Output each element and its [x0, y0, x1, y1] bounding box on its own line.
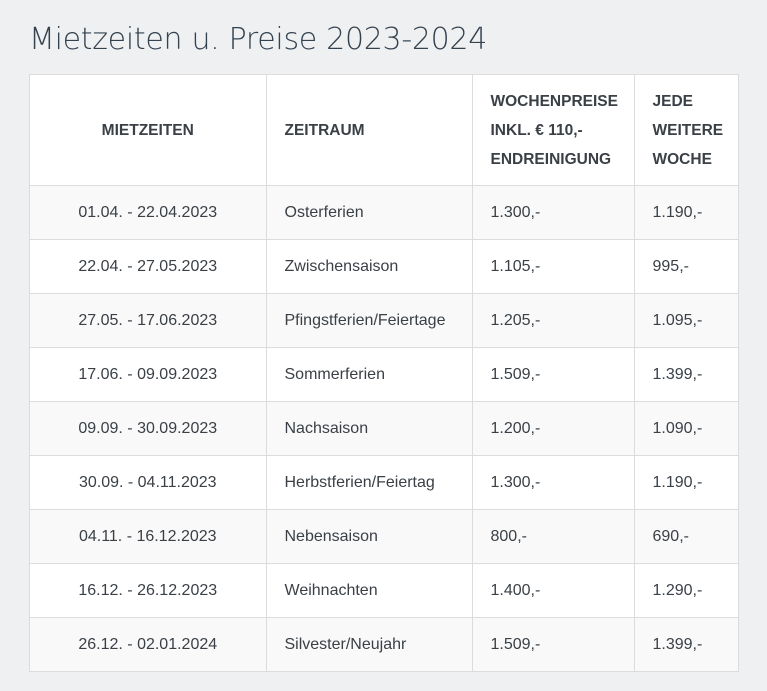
table-row: 26.12. - 02.01.2024 Silvester/Neujahr 1.50… [30, 617, 738, 671]
header-wochenpreise-line: INKL. € 110,- [490, 121, 583, 139]
cell-weitere-woche: 690,- [634, 509, 738, 564]
table-row: 27.05. - 17.06.2023 Pfingstferien/Feierta… [30, 293, 738, 348]
cell-mietzeiten: 30.09. - 04.11.2023 [30, 455, 267, 510]
table-row: 30.09. - 04.11.2023 Herbstferien/Feiertag… [30, 455, 738, 510]
price-table-container: MIETZEITEN ZEITRAUM WOCHENPREISE INKL. €… [29, 74, 739, 672]
header-row: MIETZEITEN ZEITRAUM WOCHENPREISE INKL. €… [30, 75, 738, 186]
cell-wochenpreis: 1.205,- [472, 293, 635, 348]
cell-weitere-woche: 1.399,- [634, 617, 738, 671]
cell-wochenpreis: 1.400,- [472, 563, 635, 618]
header-weitere-line: JEDE [652, 92, 694, 110]
cell-zeitraum: Osterferien [266, 185, 473, 240]
cell-mietzeiten: 27.05. - 17.06.2023 [30, 293, 267, 348]
cell-mietzeiten: 01.04. - 22.04.2023 [30, 185, 267, 240]
header-jede-weitere-woche: JEDE WEITERE WOCHE [634, 75, 738, 186]
cell-mietzeiten: 17.06. - 09.09.2023 [30, 347, 267, 402]
price-table: MIETZEITEN ZEITRAUM WOCHENPREISE INKL. €… [30, 75, 738, 671]
header-zeitraum: ZEITRAUM [266, 75, 473, 186]
table-row: 09.09. - 30.09.2023 Nachsaison 1.200,- 1.09… [30, 401, 738, 456]
header-weitere-line: WOCHE [652, 150, 712, 168]
cell-mietzeiten: 26.12. - 02.01.2024 [30, 617, 267, 671]
cell-mietzeiten: 09.09. - 30.09.2023 [30, 401, 267, 456]
table-row: 01.04. - 22.04.2023 Osterferien 1.300,- 1.1… [30, 185, 738, 240]
header-wochenpreise-line: WOCHENPREISE [490, 92, 618, 110]
table-row: 04.11. - 16.12.2023 Nebensaison 800,- 690,- [30, 509, 738, 564]
cell-weitere-woche: 1.095,- [634, 293, 738, 348]
header-mietzeiten: MIETZEITEN [30, 75, 267, 186]
cell-zeitraum: Herbstferien/Feiertag [266, 455, 473, 510]
cell-wochenpreis: 1.509,- [472, 617, 635, 671]
header-weitere-line: WEITERE [652, 121, 724, 139]
cell-zeitraum: Nachsaison [266, 401, 473, 456]
table-row: 17.06. - 09.09.2023 Sommerferien 1.509,- 1.… [30, 347, 738, 402]
cell-weitere-woche: 995,- [634, 239, 738, 294]
cell-weitere-woche: 1.090,- [634, 401, 738, 456]
header-wochenpreise-line: ENDREINIGUNG [490, 150, 612, 168]
table-header: MIETZEITEN ZEITRAUM WOCHENPREISE INKL. €… [30, 75, 738, 186]
cell-wochenpreis: 800,- [472, 509, 635, 564]
cell-zeitraum: Nebensaison [266, 509, 473, 564]
table-body: 01.04. - 22.04.2023 Osterferien 1.300,- 1.1… [30, 185, 738, 671]
cell-wochenpreis: 1.200,- [472, 401, 635, 456]
header-wochenpreise: WOCHENPREISE INKL. € 110,- ENDREINIGUNG [472, 75, 635, 186]
cell-mietzeiten: 04.11. - 16.12.2023 [30, 509, 267, 564]
cell-mietzeiten: 22.04. - 27.05.2023 [30, 239, 267, 294]
cell-wochenpreis: 1.105,- [472, 239, 635, 294]
cell-zeitraum: Weihnachten [266, 563, 473, 618]
cell-mietzeiten: 16.12. - 26.12.2023 [30, 563, 267, 618]
cell-weitere-woche: 1.190,- [634, 185, 738, 240]
cell-weitere-woche: 1.399,- [634, 347, 738, 402]
cell-wochenpreis: 1.509,- [472, 347, 635, 402]
table-row: 22.04. - 27.05.2023 Zwischensaison 1.105,-… [30, 239, 738, 294]
cell-zeitraum: Sommerferien [266, 347, 473, 402]
cell-zeitraum: Silvester/Neujahr [266, 617, 473, 671]
cell-zeitraum: Zwischensaison [266, 239, 473, 294]
cell-weitere-woche: 1.190,- [634, 455, 738, 510]
table-row: 16.12. - 26.12.2023 Weihnachten 1.400,- 1.2… [30, 563, 738, 618]
cell-wochenpreis: 1.300,- [472, 185, 635, 240]
page-title: Mietzeiten u. Preise 2023-2024 [29, 22, 488, 57]
cell-weitere-woche: 1.290,- [634, 563, 738, 618]
cell-wochenpreis: 1.300,- [472, 455, 635, 510]
cell-zeitraum: Pfingstferien/Feiertage [266, 293, 473, 348]
